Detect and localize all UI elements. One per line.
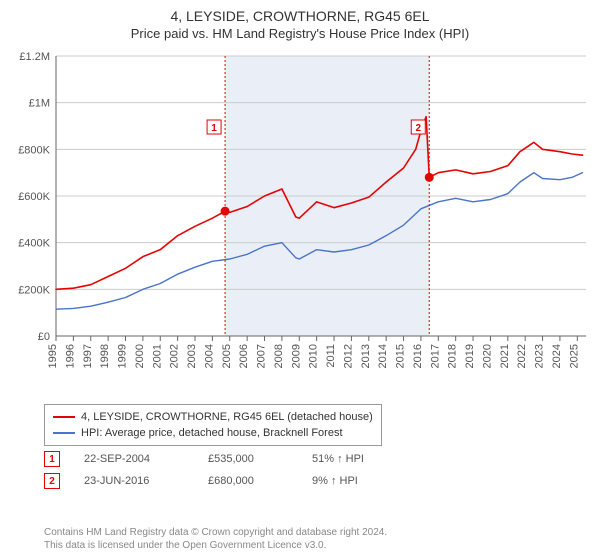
svg-text:2025: 2025 <box>568 344 580 368</box>
svg-text:2010: 2010 <box>308 344 320 368</box>
svg-text:1998: 1998 <box>99 344 111 368</box>
sale-price-2: £680,000 <box>208 475 288 487</box>
svg-text:2006: 2006 <box>238 344 250 368</box>
svg-text:1: 1 <box>211 123 217 134</box>
svg-text:1996: 1996 <box>64 344 76 368</box>
sale-marker-2: 2 <box>44 473 60 489</box>
sale-price-1: £535,000 <box>208 453 288 465</box>
sale-delta-2: 9% ↑ HPI <box>312 475 392 487</box>
svg-text:2007: 2007 <box>256 344 268 368</box>
sale-marker-1: 1 <box>44 451 60 467</box>
svg-text:2023: 2023 <box>534 344 546 368</box>
sales-table: 1 22-SEP-2004 £535,000 51% ↑ HPI 2 23-JU… <box>44 448 392 492</box>
svg-text:£800K: £800K <box>18 144 50 156</box>
svg-text:2018: 2018 <box>447 344 459 368</box>
svg-text:2019: 2019 <box>464 344 476 368</box>
legend-item-hpi: HPI: Average price, detached house, Brac… <box>53 425 373 441</box>
svg-text:2020: 2020 <box>481 344 493 368</box>
svg-text:2003: 2003 <box>186 344 198 368</box>
svg-text:£1M: £1M <box>29 98 50 110</box>
footer-line-1: Contains HM Land Registry data © Crown c… <box>44 526 387 539</box>
svg-text:2013: 2013 <box>360 344 372 368</box>
svg-text:2021: 2021 <box>499 344 511 368</box>
svg-text:2012: 2012 <box>342 344 354 368</box>
svg-text:2005: 2005 <box>221 344 233 368</box>
legend-item-property: 4, LEYSIDE, CROWTHORNE, RG45 6EL (detach… <box>53 409 373 425</box>
chart-area: £0 £200K £400K £600K £800K £1M £1.2M 1995 1996 19… <box>0 46 600 400</box>
svg-text:2014: 2014 <box>377 344 389 368</box>
svg-text:2: 2 <box>415 123 421 134</box>
svg-text:2015: 2015 <box>395 344 407 368</box>
svg-text:£600K: £600K <box>18 191 50 203</box>
svg-text:1997: 1997 <box>82 344 94 368</box>
svg-text:2017: 2017 <box>429 344 441 368</box>
svg-text:2009: 2009 <box>290 344 302 368</box>
legend-label-property: 4, LEYSIDE, CROWTHORNE, RG45 6EL (detach… <box>81 409 373 425</box>
legend-swatch-property <box>53 416 75 418</box>
svg-text:1995: 1995 <box>47 344 59 368</box>
legend-label-hpi: HPI: Average price, detached house, Brac… <box>81 425 343 441</box>
svg-text:2022: 2022 <box>516 344 528 368</box>
sale-date-2: 23-JUN-2016 <box>84 475 184 487</box>
footer-attribution: Contains HM Land Registry data © Crown c… <box>44 526 387 552</box>
svg-text:2001: 2001 <box>151 344 163 368</box>
sale-date-1: 22-SEP-2004 <box>84 453 184 465</box>
chart-title: 4, LEYSIDE, CROWTHORNE, RG45 6EL <box>0 0 600 24</box>
sales-row-2: 2 23-JUN-2016 £680,000 9% ↑ HPI <box>44 470 392 492</box>
svg-text:£0: £0 <box>38 331 50 343</box>
svg-text:2016: 2016 <box>412 344 424 368</box>
svg-text:1999: 1999 <box>117 344 129 368</box>
svg-text:2000: 2000 <box>134 344 146 368</box>
chart-subtitle: Price paid vs. HM Land Registry's House … <box>0 24 600 45</box>
svg-text:2004: 2004 <box>203 344 215 368</box>
svg-text:2002: 2002 <box>169 344 181 368</box>
sale-delta-1: 51% ↑ HPI <box>312 453 392 465</box>
svg-text:£1.2M: £1.2M <box>19 51 50 63</box>
svg-text:2024: 2024 <box>551 344 563 368</box>
sales-row-1: 1 22-SEP-2004 £535,000 51% ↑ HPI <box>44 448 392 470</box>
legend: 4, LEYSIDE, CROWTHORNE, RG45 6EL (detach… <box>44 404 382 446</box>
legend-swatch-hpi <box>53 432 75 434</box>
svg-text:2008: 2008 <box>273 344 285 368</box>
footer-line-2: This data is licensed under the Open Gov… <box>44 539 387 552</box>
svg-text:£400K: £400K <box>18 238 50 250</box>
svg-text:2011: 2011 <box>325 344 337 368</box>
chart-svg: £0 £200K £400K £600K £800K £1M £1.2M 1995 1996 19… <box>0 46 600 400</box>
svg-text:£200K: £200K <box>18 284 50 296</box>
